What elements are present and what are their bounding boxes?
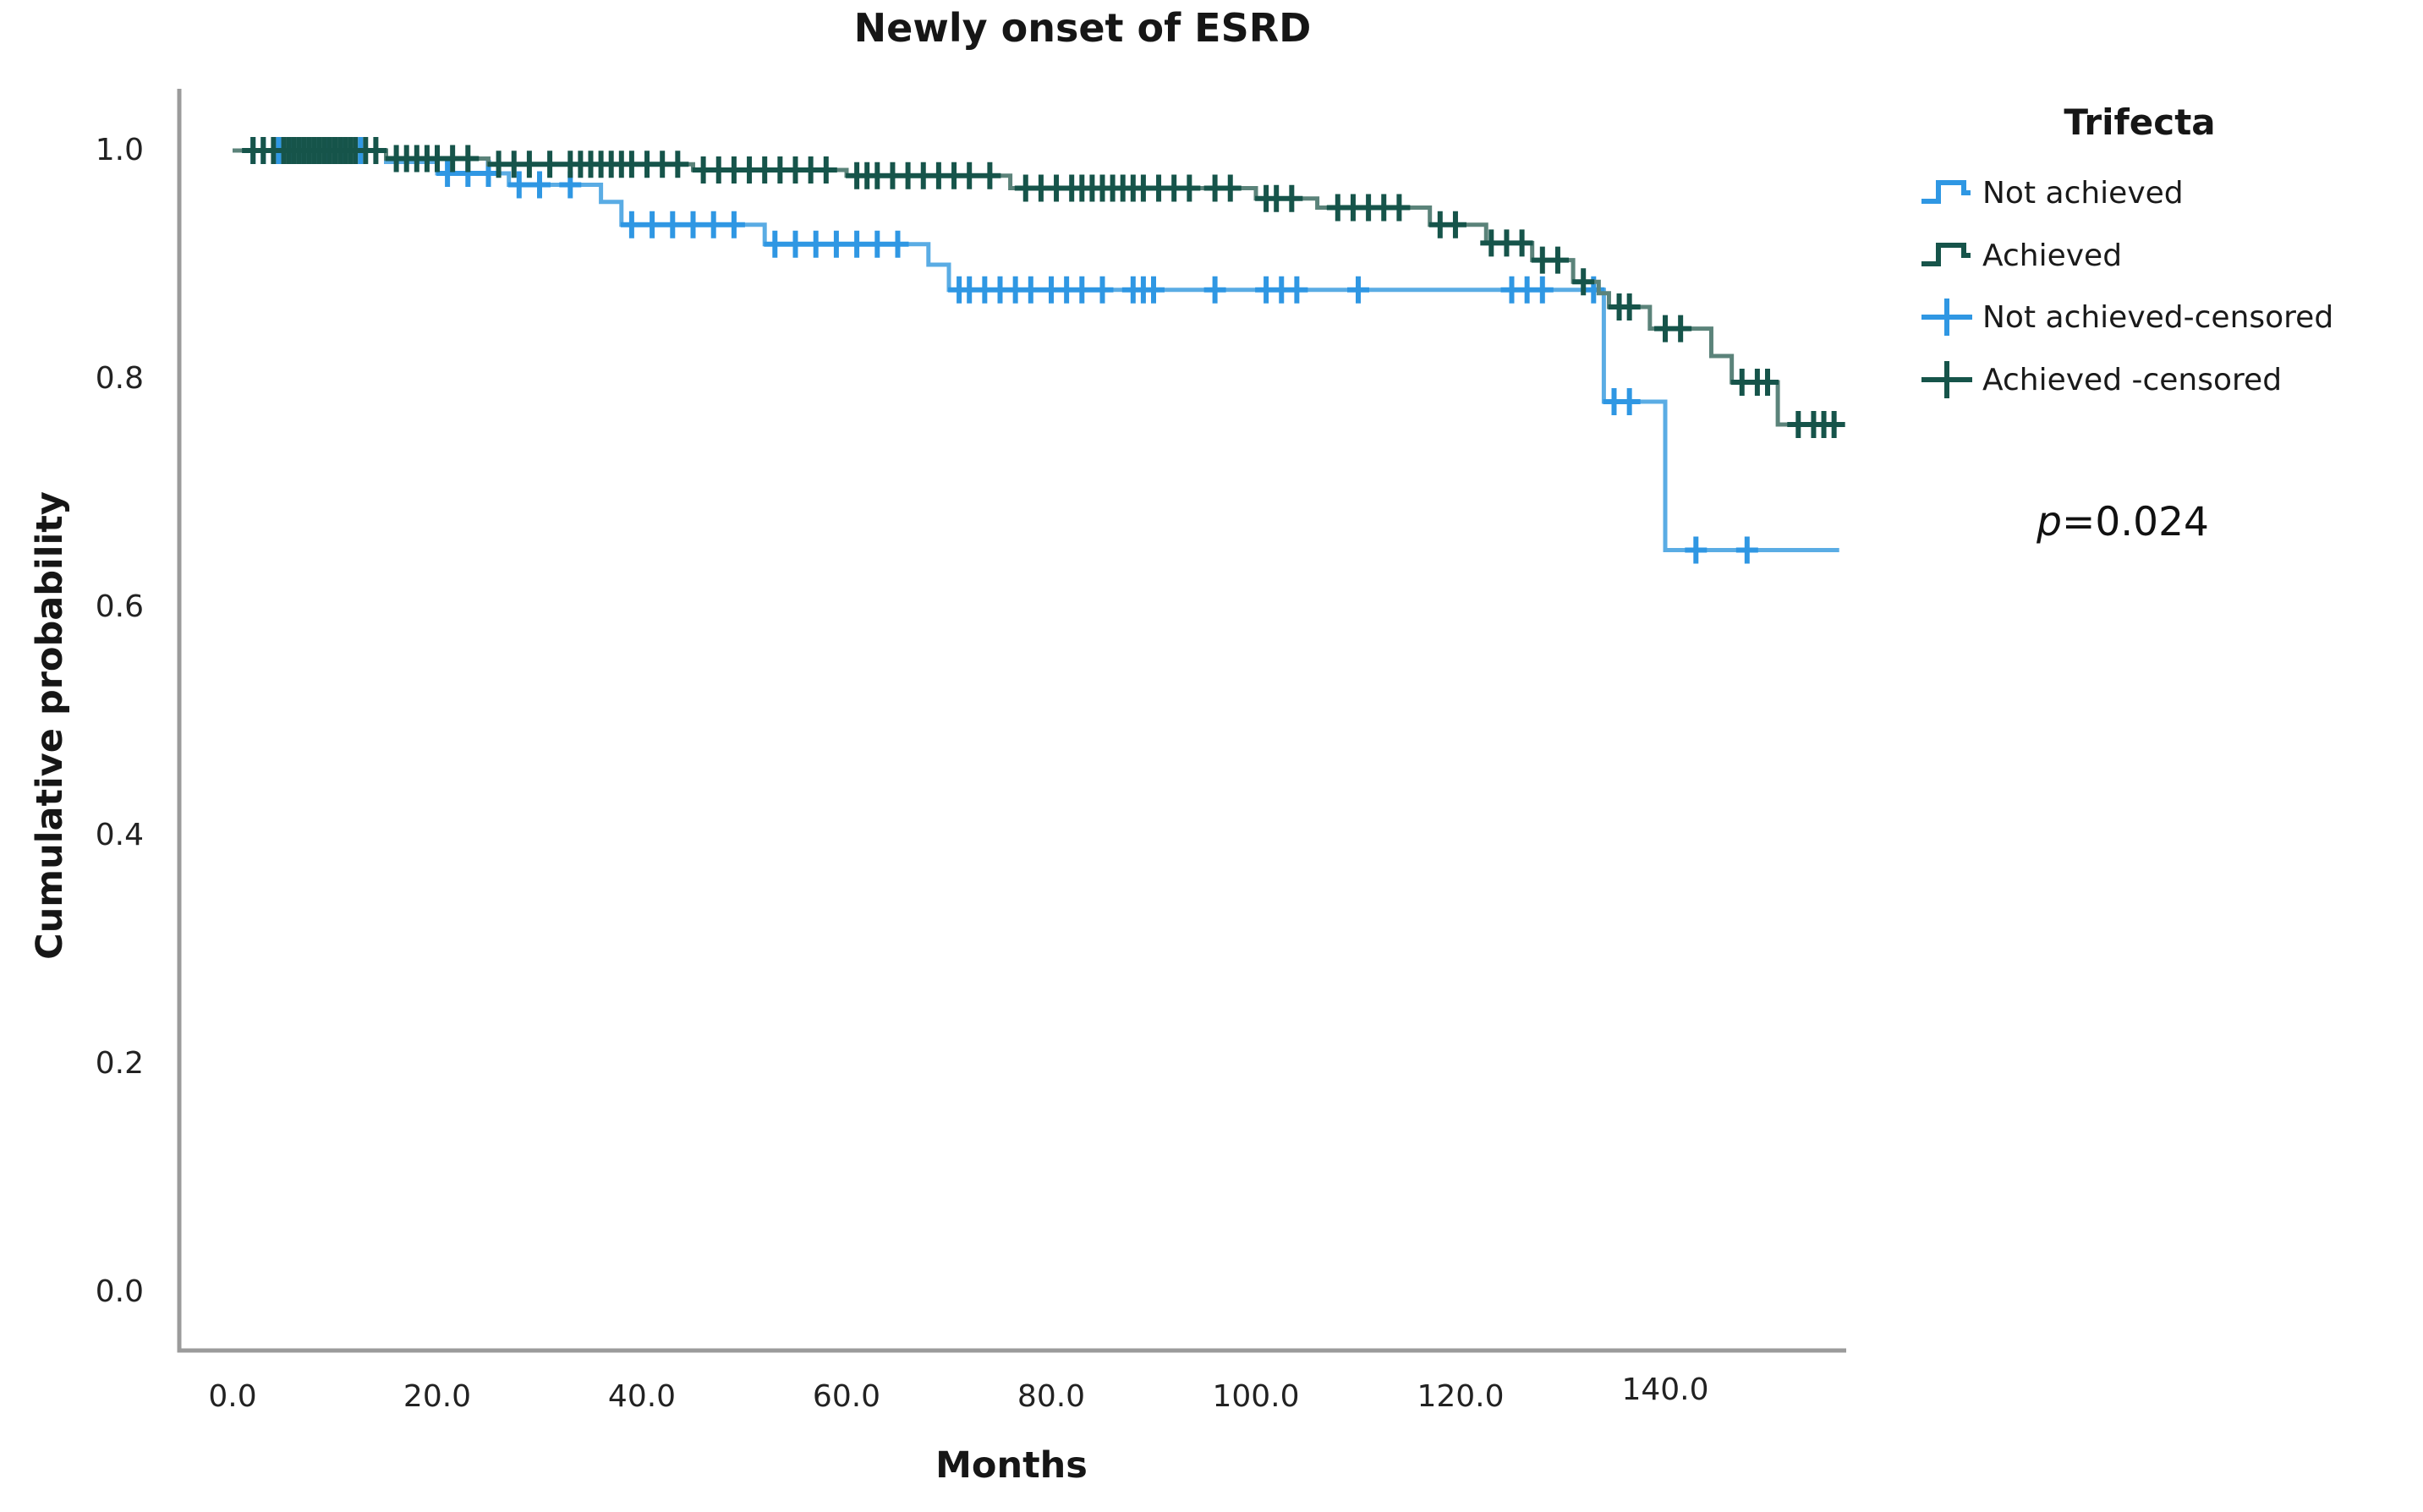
censor-marks <box>242 137 1758 564</box>
x-tick-label: 140.0 <box>1621 1372 1709 1407</box>
x-tick-label: 80.0 <box>1017 1379 1086 1414</box>
step-line-glyph <box>1921 180 1971 204</box>
censor-plus-glyph <box>1921 361 1972 398</box>
x-tick-label: 20.0 <box>403 1379 472 1414</box>
p-variable: p <box>2037 499 2062 545</box>
y-tick-label: 0.4 <box>95 818 144 852</box>
legend-title: Trifecta <box>2064 101 2216 143</box>
y-tick-label: 0.2 <box>95 1046 144 1081</box>
x-axis-label: Months <box>935 1444 1088 1487</box>
legend-item-not-achieved-censored: Not achieved-censored <box>1920 292 2333 342</box>
y-tick-label: 0.8 <box>95 361 144 396</box>
y-axis-label: Cumulative probability <box>29 491 71 960</box>
legend-item-label: Not achieved-censored <box>1982 299 2334 335</box>
x-tick-label: 120.0 <box>1417 1379 1505 1414</box>
legend-item-achieved: Achieved <box>1920 230 2122 281</box>
legend-item-not-achieved: Not achieved <box>1920 167 2184 218</box>
censor-plus-glyph <box>1921 299 1972 336</box>
chart-title: Newly onset of ESRD <box>853 5 1312 51</box>
y-tick-label: 1.0 <box>95 133 144 167</box>
x-tick-label: 0.0 <box>208 1379 257 1414</box>
y-tick-label: 0.0 <box>95 1274 144 1309</box>
y-tick-label: 0.6 <box>95 589 144 624</box>
legend-item-label: Not achieved <box>1982 175 2184 211</box>
p-value-annotation: p=0.024 <box>1945 499 2300 545</box>
censor-marks <box>242 137 1845 438</box>
step-line-glyph <box>1921 243 1971 266</box>
x-tick-label: 100.0 <box>1212 1379 1300 1414</box>
legend-item-label: Achieved <box>1982 238 2123 273</box>
x-tick-label: 40.0 <box>607 1379 677 1414</box>
legend-item-label: Achieved -censored <box>1982 362 2283 397</box>
x-tick-label: 60.0 <box>812 1379 881 1414</box>
legend-item-achieved-censored: Achieved -censored <box>1920 354 2282 405</box>
p-value-text: =0.024 <box>2061 499 2209 545</box>
